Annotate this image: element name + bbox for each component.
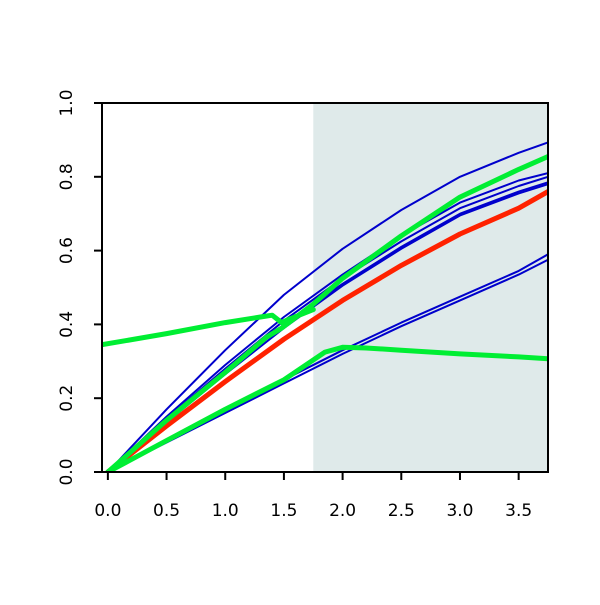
y-tick-label: 0.6	[57, 237, 77, 264]
y-tick-label: 0.4	[57, 311, 77, 338]
x-tick-label: 3.0	[446, 501, 473, 521]
x-tick-label: 3.5	[505, 501, 532, 521]
x-tick-label: 0.0	[94, 501, 121, 521]
series-line-1	[106, 172, 548, 472]
y-tick-label: 1.0	[57, 89, 77, 116]
x-tick-label: 2.0	[329, 501, 356, 521]
series-line-7	[105, 189, 548, 472]
y-tick-label: 0.8	[57, 163, 77, 190]
series-line-0	[106, 141, 548, 472]
y-tick-label: 0.2	[57, 385, 77, 412]
shaded-region	[313, 103, 548, 472]
x-tick-label: 2.5	[388, 501, 415, 521]
series-line-9	[105, 344, 548, 472]
x-tick-label: 0.5	[153, 501, 180, 521]
series-layer	[102, 141, 548, 472]
x-tick-label: 1.0	[212, 501, 239, 521]
x-tick-label: 1.5	[270, 501, 297, 521]
axes-layer: 0.0 0.5 1.0 1.5 2.0 2.5 3.0 3.5 0.0 0.2 0.4 0.6 0.8 1…	[57, 89, 549, 521]
series-line-10	[102, 307, 316, 348]
y-tick-label: 0.0	[57, 458, 77, 485]
series-line-8	[105, 154, 548, 472]
